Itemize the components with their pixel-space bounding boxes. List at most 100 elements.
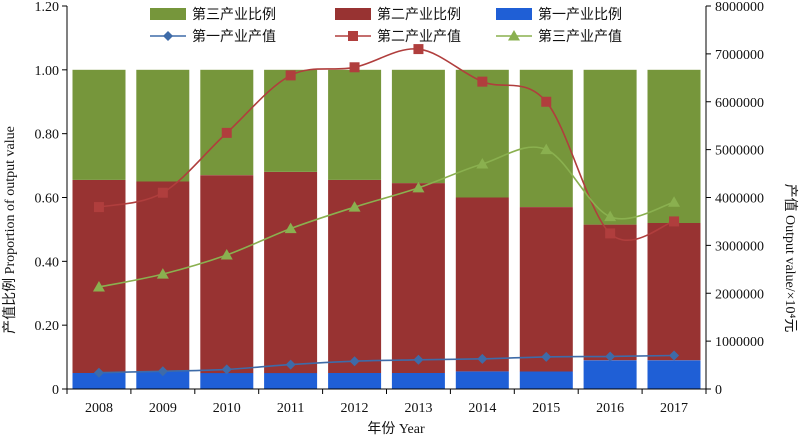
y-left-tick-label: 0.20 xyxy=(35,319,60,334)
y-left-tick-label: 1.20 xyxy=(35,0,60,15)
legend-swatch xyxy=(150,8,186,20)
x-tick-label: 2013 xyxy=(404,401,432,416)
legend-marker xyxy=(348,31,358,41)
bar-segment-1-2009 xyxy=(136,371,190,389)
point-3-2012 xyxy=(348,201,361,212)
point-3-2014 xyxy=(476,157,489,169)
bar-segment-2-2010 xyxy=(200,175,254,374)
bar-segment-1-2012 xyxy=(328,373,382,389)
bar-segment-1-2017 xyxy=(647,360,701,389)
bar-segment-1-2011 xyxy=(264,373,318,389)
point-2-2008 xyxy=(93,202,104,213)
line-1 xyxy=(98,354,675,374)
line-3 xyxy=(98,146,675,288)
point-2-2010 xyxy=(221,127,232,138)
bar-segment-2-2015 xyxy=(519,207,573,372)
bar-segment-2-2017 xyxy=(647,223,701,361)
point-2-2015 xyxy=(541,96,552,107)
point-3-2016 xyxy=(604,210,617,222)
y-axis-left-title: 产值比例 Proportion of output value xyxy=(2,126,18,334)
legend-label: 第一产业产值 xyxy=(192,28,276,45)
bar-segment-3-2008 xyxy=(72,69,126,180)
point-1-2014 xyxy=(477,353,488,364)
x-tick-label: 2012 xyxy=(341,401,369,416)
y-left-tick-label: 0.80 xyxy=(35,128,60,143)
bar-segment-1-2014 xyxy=(455,371,509,389)
x-tick-label: 2011 xyxy=(277,401,304,416)
y-right-tick-label: 7000000 xyxy=(715,48,764,63)
x-tick-label: 2008 xyxy=(85,401,113,416)
point-3-2013 xyxy=(412,181,425,193)
legend-label: 第一产业比例 xyxy=(538,6,622,23)
bar-segment-3-2013 xyxy=(391,69,445,184)
y-right-tick-label: 4000000 xyxy=(715,192,764,207)
y-left-tick-label: 1.00 xyxy=(35,64,60,79)
y-axis-right-title: 产值 Output value/×10⁴元 xyxy=(782,184,798,333)
point-3-2011 xyxy=(284,222,297,234)
y-left-tick-label: 0.40 xyxy=(35,255,60,270)
point-1-2015 xyxy=(541,351,552,362)
point-1-2009 xyxy=(157,366,168,377)
legend-label: 第二产业比例 xyxy=(377,6,461,23)
legend-label: 第三产业比例 xyxy=(192,6,276,23)
bar-segment-1-2016 xyxy=(583,360,637,389)
bar-segment-3-2010 xyxy=(200,69,254,176)
point-2-2012 xyxy=(349,62,360,73)
point-1-2011 xyxy=(285,359,296,370)
point-1-2012 xyxy=(349,356,360,367)
point-2-2014 xyxy=(477,76,488,87)
bar-segment-1-2015 xyxy=(519,371,573,389)
bar-segment-3-2011 xyxy=(264,69,318,172)
legend-label: 第三产业产值 xyxy=(538,28,622,45)
bar-segment-2-2016 xyxy=(583,224,637,361)
x-tick-label: 2017 xyxy=(660,401,688,416)
point-1-2017 xyxy=(669,350,680,361)
point-2-2016 xyxy=(605,228,616,239)
bar-segment-2-2011 xyxy=(264,172,318,374)
x-tick-label: 2016 xyxy=(596,401,624,416)
legend-swatch xyxy=(496,8,532,20)
y-right-tick-label: 0 xyxy=(715,383,722,398)
axes: 0 0.20 0.40 0.60 0.80 1.00 1.20 0 1000000 2000000… xyxy=(35,0,765,416)
point-2-2017 xyxy=(669,216,680,227)
line-2 xyxy=(98,48,675,241)
legend-marker xyxy=(508,30,520,41)
point-1-2016 xyxy=(605,351,616,362)
bar-segment-1-2008 xyxy=(72,373,126,389)
bar-segment-3-2016 xyxy=(583,69,637,225)
bar-segment-1-2013 xyxy=(391,373,445,389)
y-right-tick-label: 3000000 xyxy=(715,239,764,254)
y-right-tick-label: 1000000 xyxy=(715,335,764,350)
point-1-2008 xyxy=(93,367,104,378)
point-2-2013 xyxy=(413,44,424,55)
x-tick-label: 2009 xyxy=(149,401,177,416)
bar-segment-3-2012 xyxy=(328,69,382,180)
bar-segment-1-2010 xyxy=(200,373,254,389)
point-3-2008 xyxy=(92,281,105,292)
lines xyxy=(92,44,681,378)
legend-swatch xyxy=(335,8,371,20)
y-right-tick-label: 8000000 xyxy=(715,0,764,15)
bar-segment-2-2014 xyxy=(455,197,509,372)
x-axis-title: 年份 Year xyxy=(367,421,425,436)
point-3-2010 xyxy=(220,248,233,260)
bars xyxy=(72,69,701,389)
bar-segment-3-2009 xyxy=(136,69,190,182)
y-right-tick-label: 5000000 xyxy=(715,144,764,159)
point-1-2010 xyxy=(221,364,232,375)
x-tick-label: 2015 xyxy=(532,401,560,416)
x-tick-label: 2014 xyxy=(468,401,496,416)
bar-segment-2-2008 xyxy=(72,179,126,373)
point-2-2011 xyxy=(285,70,296,81)
x-tick-label: 2010 xyxy=(213,401,241,416)
legend-marker xyxy=(163,31,173,41)
legend-label: 第二产业产值 xyxy=(377,28,461,45)
point-3-2015 xyxy=(540,143,553,155)
bar-segment-3-2014 xyxy=(455,69,509,198)
bar-segment-3-2015 xyxy=(519,69,573,207)
y-left-tick-label: 0 xyxy=(52,383,59,398)
point-1-2013 xyxy=(413,354,424,365)
y-right-tick-label: 2000000 xyxy=(715,287,764,302)
